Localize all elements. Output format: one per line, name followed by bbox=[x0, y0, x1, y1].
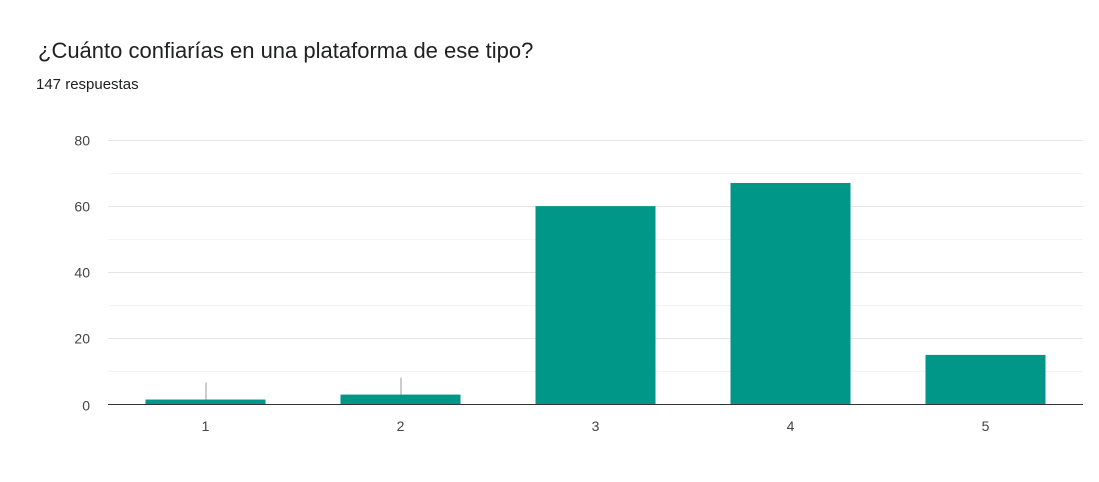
error-bars bbox=[205, 377, 402, 400]
y-tick-label: 80 bbox=[74, 133, 90, 149]
x-tick-label: 5 bbox=[982, 418, 990, 434]
y-tick-label: 20 bbox=[74, 331, 90, 347]
bar-3 bbox=[535, 206, 656, 405]
bar-4 bbox=[730, 182, 851, 405]
bars bbox=[145, 182, 1046, 405]
y-tick-label: 40 bbox=[74, 265, 90, 281]
y-tick-label: 60 bbox=[74, 199, 90, 215]
x-tick-label: 2 bbox=[397, 418, 405, 434]
response-count: 147 respuestas bbox=[36, 76, 139, 93]
x-tick-label: 1 bbox=[202, 418, 210, 434]
y-tick-labels: 0 20 40 60 80 bbox=[74, 133, 90, 414]
bar-5 bbox=[925, 354, 1046, 405]
x-tick-labels: 1 2 3 4 5 bbox=[202, 418, 990, 434]
x-tick-label: 4 bbox=[787, 418, 795, 434]
y-tick-label: 0 bbox=[82, 398, 90, 414]
bar-1 bbox=[145, 399, 266, 405]
question-title: ¿Cuánto confiarías en una plataforma de … bbox=[38, 38, 534, 63]
x-tick-label: 3 bbox=[592, 418, 600, 434]
bar-2 bbox=[340, 394, 461, 405]
